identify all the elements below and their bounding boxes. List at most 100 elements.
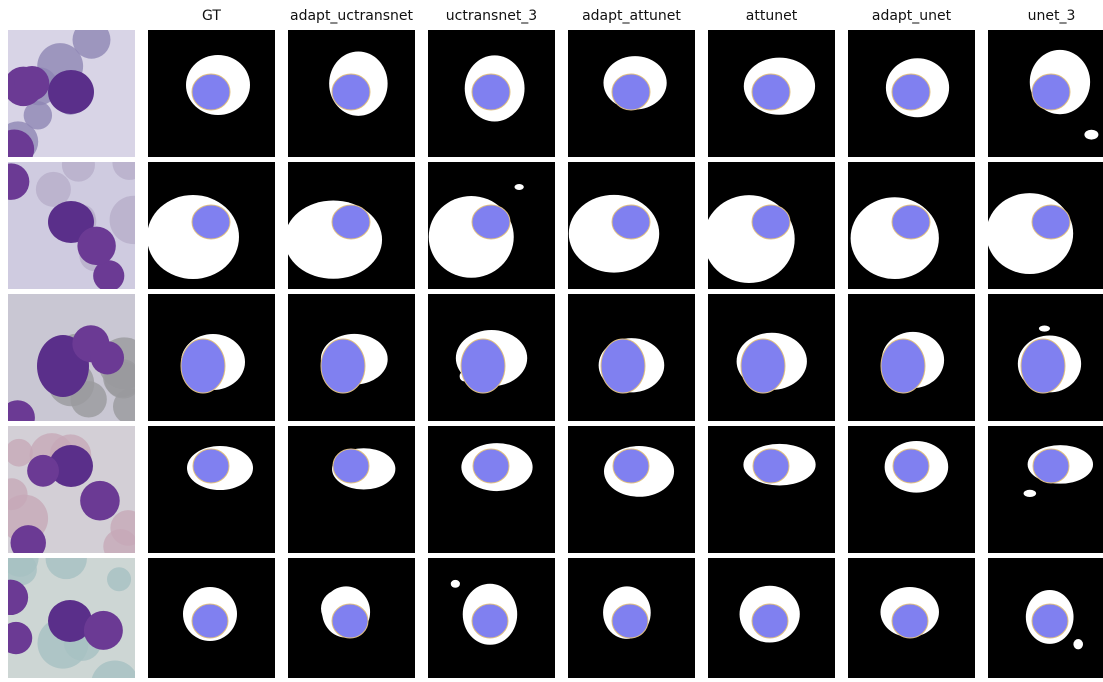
nucleus-mask	[331, 73, 371, 111]
column-header: adapt_unet	[872, 8, 952, 24]
false-positive	[514, 184, 524, 191]
segmentation-mask	[848, 30, 975, 157]
segmentation-mask	[288, 558, 415, 682]
microscopy-image	[8, 426, 135, 553]
segmentation-mask	[708, 426, 835, 553]
segmentation-mask	[428, 558, 555, 682]
column-header: unet_3	[1028, 8, 1076, 24]
nucleus-mask	[880, 338, 926, 394]
segmentation-mask	[568, 558, 695, 682]
nucleus-mask	[471, 603, 509, 639]
cell	[70, 381, 107, 418]
segmentation-mask	[148, 294, 275, 421]
cell-nucleus	[8, 579, 29, 616]
cell	[109, 195, 135, 245]
nucleus-mask	[180, 338, 226, 394]
cell-nucleus	[48, 600, 92, 642]
false-positive	[450, 579, 460, 588]
cell-nucleus	[8, 621, 33, 655]
segmentation-mask	[988, 30, 1103, 157]
segmentation-mask	[708, 30, 835, 157]
cell	[113, 388, 135, 421]
nucleus-mask	[600, 338, 646, 394]
segmentation-mask	[708, 162, 835, 289]
nucleus-mask	[751, 603, 789, 639]
segmentation-mask	[988, 426, 1103, 553]
nucleus-mask	[332, 448, 370, 484]
nucleus-mask	[1020, 338, 1066, 394]
segmentation-mask	[148, 426, 275, 553]
cell-nucleus	[10, 525, 46, 553]
nucleus-mask	[891, 73, 931, 111]
nucleus-mask	[752, 448, 790, 484]
microscopy-image	[8, 162, 135, 289]
segmentation-mask	[848, 558, 975, 682]
cell-nucleus	[77, 226, 116, 266]
segmentation-mask	[148, 30, 275, 157]
cell	[91, 660, 135, 682]
segmentation-mask	[568, 30, 695, 157]
cell	[72, 30, 111, 59]
segmentation-mask	[288, 294, 415, 421]
cell	[110, 510, 135, 546]
cell	[8, 478, 28, 511]
nucleus-mask	[611, 204, 651, 240]
column-header: GT	[202, 8, 221, 24]
nucleus-mask	[891, 204, 931, 240]
cell-nucleus	[27, 454, 59, 487]
segmentation-mask	[428, 30, 555, 157]
segmentation-mask	[288, 426, 415, 553]
nucleus-mask	[191, 204, 231, 240]
mask-background	[288, 426, 415, 553]
nucleus-mask	[471, 204, 511, 240]
microscopy-image	[8, 558, 135, 682]
segmentation-mask	[148, 162, 275, 289]
cell-nucleus	[8, 129, 35, 157]
false-positive	[1073, 639, 1084, 650]
nucleus-mask	[611, 73, 651, 111]
nucleus-mask	[460, 338, 506, 394]
segmentation-mask	[568, 294, 695, 421]
segmentation-mask	[988, 162, 1103, 289]
segmentation-mask	[568, 162, 695, 289]
cell-nucleus	[8, 163, 30, 200]
false-positive	[1038, 325, 1051, 332]
cell	[8, 438, 33, 467]
cell-nucleus	[90, 341, 125, 375]
cell-nucleus	[8, 400, 35, 421]
segmentation-mask	[708, 294, 835, 421]
microscopy-image	[8, 294, 135, 421]
segmentation-mask	[848, 162, 975, 289]
segmentation-mask	[568, 426, 695, 553]
nucleus-mask	[472, 448, 510, 484]
nucleus-mask	[1031, 73, 1071, 111]
mask-background	[148, 426, 275, 553]
nucleus-mask	[1032, 448, 1070, 484]
segmentation-mask	[988, 558, 1103, 682]
mask-background	[988, 426, 1103, 553]
segmentation-mask	[708, 558, 835, 682]
false-positive	[1023, 489, 1037, 498]
false-positive	[1084, 129, 1099, 140]
nucleus-mask	[1031, 204, 1071, 240]
column-header: uctransnet_3	[446, 8, 537, 24]
segmentation-mask	[848, 294, 975, 421]
nucleus-mask	[320, 338, 366, 394]
column-header: attunet	[746, 8, 798, 24]
cell-nucleus	[80, 480, 120, 521]
segmentation-mask	[428, 162, 555, 289]
nucleus-mask	[891, 603, 929, 639]
segmentation-mask	[428, 426, 555, 553]
nucleus-mask	[331, 204, 371, 240]
nucleus-mask	[191, 603, 229, 639]
column-header: adapt_attunet	[582, 8, 681, 24]
nucleus-mask	[740, 338, 786, 394]
nucleus-mask	[192, 448, 230, 484]
cell	[106, 567, 132, 592]
nucleus-mask	[471, 73, 511, 111]
nucleus-mask	[751, 204, 791, 240]
column-header: adapt_uctransnet	[290, 8, 413, 24]
nucleus-mask	[612, 448, 650, 484]
cell	[112, 162, 135, 180]
